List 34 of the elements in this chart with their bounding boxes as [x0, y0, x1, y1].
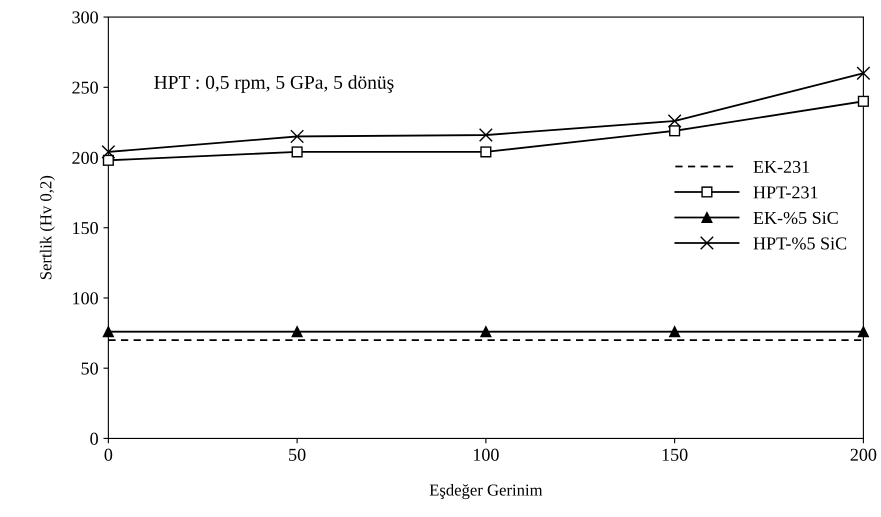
y-axis-title: Sertlik (Hv 0,2)	[40, 176, 55, 280]
x-tick-label: 50	[289, 448, 306, 461]
x-axis-title: Eşdeğer Gerinim	[430, 484, 542, 500]
point	[858, 96, 869, 107]
y-tick-label: 50	[82, 362, 98, 375]
point	[669, 326, 680, 338]
point	[290, 130, 304, 144]
point	[102, 154, 114, 166]
x-tick-label: 100	[474, 448, 499, 461]
point	[292, 146, 303, 158]
legend-label: EK-%5 SiC	[753, 212, 838, 224]
point	[478, 128, 493, 142]
y-tick-label: 200	[72, 152, 98, 164]
y-tick-label: 100	[73, 292, 98, 304]
point	[101, 144, 116, 159]
y-tick-label: 150	[73, 222, 98, 234]
y-tick-label: 250	[72, 82, 98, 94]
point	[858, 326, 869, 338]
legend-label: EK-231	[753, 160, 810, 173]
legend-label: HPT-231	[753, 186, 818, 198]
x-tick-label: 150	[662, 448, 688, 461]
annotation: HPT : 0,5 rpm, 5 GPa, 5 dönüş	[154, 75, 394, 93]
point	[856, 66, 870, 80]
legend-label: HPT-%5 SiC	[753, 237, 846, 250]
y-tick-label: 0	[90, 432, 98, 445]
point	[102, 326, 114, 338]
point	[669, 125, 680, 136]
point	[668, 114, 682, 128]
point	[292, 326, 303, 338]
y-tick-label: 300	[72, 11, 98, 24]
point	[480, 326, 492, 338]
x-tick-label: 200	[850, 448, 876, 461]
point	[480, 146, 492, 158]
x-tick-label: 0	[104, 448, 112, 461]
